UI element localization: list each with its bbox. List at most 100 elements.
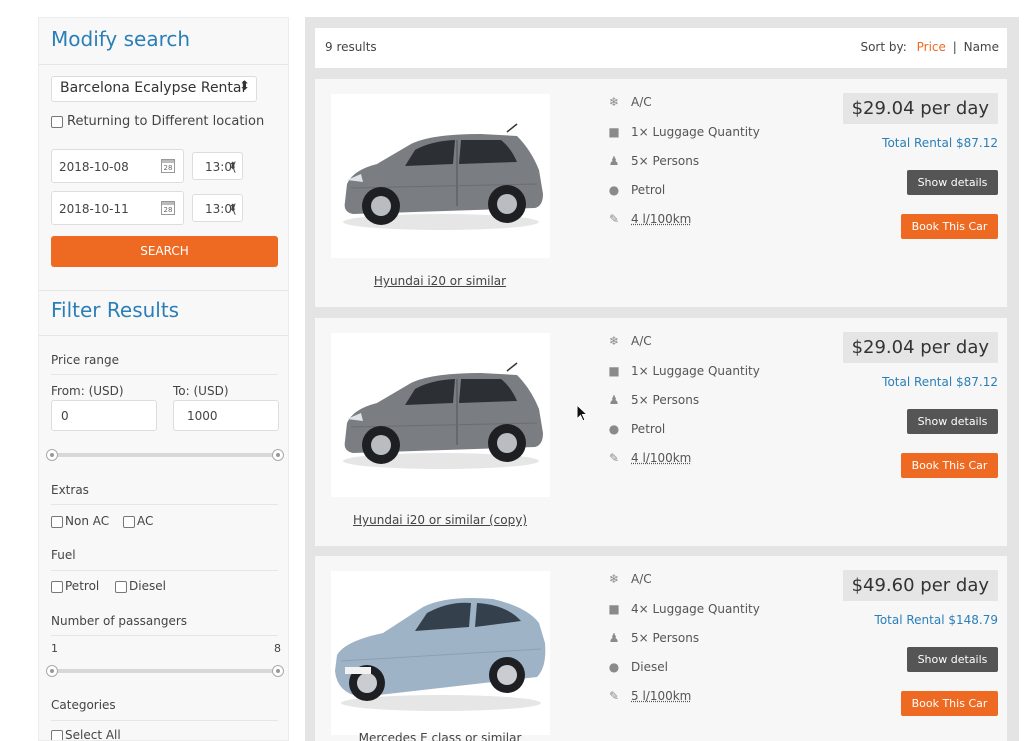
diesel-label: Diesel: [129, 579, 166, 593]
feature-consumption: ✎ 4 l/100km: [607, 212, 691, 226]
car-name-link[interactable]: Hyundai i20 or similar: [373, 274, 507, 288]
luggage-icon: ■: [608, 602, 620, 616]
show-details-button[interactable]: Show details: [907, 170, 998, 195]
feature-text: 4 l/100km: [631, 212, 692, 226]
fuel-diesel-checkbox[interactable]: Diesel: [115, 579, 166, 593]
sort-separator: |: [952, 40, 957, 54]
price-from-input[interactable]: 0: [51, 400, 157, 431]
results-panel: 9 results Sort by: Price | Name Hyunda: [305, 17, 1019, 741]
feature-text: A/C: [631, 334, 652, 348]
calendar-icon[interactable]: 28: [161, 159, 175, 173]
feature-ac: ❄ A/C: [607, 334, 652, 348]
filter-results-title: Filter Results: [51, 298, 180, 322]
price-slider-max-handle[interactable]: [272, 449, 284, 461]
feature-text: 1× Luggage Quantity: [631, 125, 760, 139]
feature-ac: ❄ A/C: [607, 95, 652, 109]
feature-consumption: ✎ 5 l/100km: [607, 689, 691, 703]
price-slider-min-handle[interactable]: [46, 449, 58, 461]
pickup-location-select[interactable]: Barcelona Ecalypse Rental ⬍: [51, 76, 257, 102]
passengers-label: Number of passangers: [51, 614, 188, 628]
pickup-time-select[interactable]: 13:0( ⬍: [192, 152, 243, 180]
modify-search-title: Modify search: [51, 27, 191, 51]
feature-text: 4 l/100km: [631, 451, 692, 465]
feature-ac: ❄ A/C: [607, 572, 652, 586]
passengers-max-value: 8: [274, 642, 281, 655]
car-result-card: Hyundai i20 or similar ❄ A/C ■ 1× Luggage …: [315, 79, 1007, 307]
feature-luggage: ■ 4× Luggage Quantity: [607, 602, 760, 616]
book-car-button[interactable]: Book This Car: [901, 453, 998, 478]
car-image[interactable]: [331, 571, 550, 735]
feature-persons: ♟ 5× Persons: [607, 631, 699, 645]
select-arrows-icon: ⬍: [228, 161, 237, 172]
snowflake-icon: ❄: [608, 334, 620, 348]
book-car-button[interactable]: Book This Car: [901, 214, 998, 239]
price-slider-track[interactable]: [53, 453, 279, 457]
feature-text: Petrol: [631, 183, 666, 197]
extras-non-ac-checkbox[interactable]: Non AC: [51, 514, 109, 528]
checkbox-icon: [51, 515, 63, 528]
show-details-button[interactable]: Show details: [907, 647, 998, 672]
price-to-input[interactable]: 1000: [173, 400, 279, 431]
pickup-date-value: 2018-10-08: [59, 160, 129, 174]
snowflake-icon: ❄: [608, 95, 620, 109]
pickup-location-value: Barcelona Ecalypse Rental: [60, 80, 246, 96]
dropoff-date-value: 2018-10-11: [59, 202, 129, 216]
sort-price-link[interactable]: Price: [916, 40, 946, 54]
car-image[interactable]: [331, 333, 550, 497]
persons-icon: ♟: [608, 154, 620, 168]
wrench-icon: ✎: [608, 451, 620, 465]
petrol-label: Petrol: [65, 579, 100, 593]
dropoff-time-select[interactable]: 13:0( ⬍: [192, 194, 243, 222]
hatchback-car-illustration: [343, 362, 543, 469]
passengers-slider-min-handle[interactable]: [46, 665, 58, 677]
car-image[interactable]: [331, 94, 550, 258]
feature-persons: ♟ 5× Persons: [607, 393, 699, 407]
returning-different-location-checkbox[interactable]: Returning to Different location: [51, 114, 264, 129]
passengers-slider-max-handle[interactable]: [272, 665, 284, 677]
feature-text: 5 l/100km: [631, 689, 692, 703]
results-count: 9 results: [325, 40, 377, 54]
feature-text: A/C: [631, 572, 652, 586]
feature-text: 5× Persons: [631, 154, 700, 168]
divider: [51, 504, 278, 505]
select-arrows-icon: ⬍: [228, 203, 237, 214]
feature-text: 4× Luggage Quantity: [631, 602, 760, 616]
car-name-link[interactable]: Mercedes E class or similar: [358, 731, 522, 741]
pickup-date-field[interactable]: 2018-10-08 28: [51, 149, 184, 183]
categories-label: Categories: [51, 698, 116, 712]
fuel-petrol-checkbox[interactable]: Petrol: [51, 579, 99, 593]
passengers-slider-track[interactable]: [53, 669, 279, 673]
book-car-button[interactable]: Book This Car: [901, 691, 998, 716]
wrench-icon: ✎: [608, 689, 620, 703]
calendar-icon[interactable]: 28: [161, 201, 175, 215]
car-result-card: Mercedes E class or similar ❄ A/C ■ 4× Lug…: [315, 556, 1007, 741]
select-all-categories-checkbox[interactable]: Select All: [51, 728, 121, 740]
divider: [51, 570, 278, 571]
car-name-link[interactable]: Hyundai i20 or similar (copy): [352, 513, 528, 527]
ac-label: AC: [137, 514, 154, 528]
passengers-min-value: 1: [51, 642, 58, 655]
fuel-drop-icon: ●: [608, 183, 620, 197]
checkbox-icon: [51, 729, 63, 740]
search-button[interactable]: SEARCH: [51, 236, 278, 267]
feature-luggage: ■ 1× Luggage Quantity: [607, 125, 760, 139]
sedan-car-illustration: [335, 598, 546, 711]
feature-text: A/C: [631, 95, 652, 109]
feature-text: 5× Persons: [631, 631, 700, 645]
show-details-button[interactable]: Show details: [907, 409, 998, 434]
from-usd-label: From: (USD): [51, 384, 124, 398]
wrench-icon: ✎: [608, 212, 620, 226]
divider: [39, 335, 288, 336]
checkbox-icon: [115, 580, 127, 593]
persons-icon: ♟: [608, 393, 620, 407]
sort-name-link[interactable]: Name: [963, 40, 999, 54]
checkbox-icon: [51, 580, 63, 593]
extras-ac-checkbox[interactable]: AC: [123, 514, 153, 528]
feature-text: 5× Persons: [631, 393, 700, 407]
price-range-label: Price range: [51, 353, 119, 367]
fuel-drop-icon: ●: [608, 660, 620, 674]
feature-luggage: ■ 1× Luggage Quantity: [607, 364, 760, 378]
pickup-time-value: 13:0(: [205, 160, 237, 174]
dropoff-date-field[interactable]: 2018-10-11 28: [51, 191, 184, 225]
total-rental: Total Rental $87.12: [882, 375, 998, 389]
